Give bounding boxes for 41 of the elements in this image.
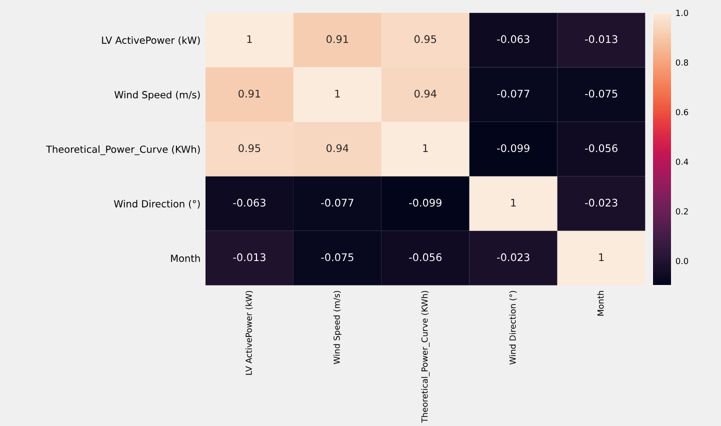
data-label: -0.063	[497, 35, 530, 44]
x-tick-label: LV ActivePower (kW)	[245, 290, 253, 375]
data-label: -0.013	[585, 35, 618, 44]
data-label: -0.075	[321, 253, 354, 262]
color-bar-label: 1.0	[676, 10, 688, 16]
data-label: -0.056	[409, 253, 442, 262]
data-label: 0.91	[238, 90, 260, 98]
y-tick-label: Wind Speed (m/s)	[114, 90, 200, 100]
data-label: 1	[335, 90, 340, 98]
y-tick-label: Month	[171, 254, 200, 262]
data-label: -0.099	[497, 144, 530, 152]
y-tick-label: Wind Direction (°)	[114, 200, 200, 209]
data-label: 0.94	[326, 144, 348, 152]
data-label: 0.95	[238, 144, 260, 152]
color-bar-label: 0.4	[676, 158, 688, 165]
x-tick-label: Wind Speed (m/s)	[333, 291, 342, 364]
data-label: 0.95	[414, 35, 436, 44]
data-label: 1	[247, 35, 252, 43]
y-tick-label: LV ActivePower (kW)	[102, 36, 200, 46]
data-label: -0.056	[585, 144, 618, 152]
data-label: -0.023	[497, 253, 530, 262]
data-label: -0.063	[233, 198, 266, 207]
data-label: -0.013	[233, 253, 266, 262]
color-bar-label: 0.2	[676, 208, 688, 215]
color-bar-label: 0.6	[676, 108, 688, 116]
data-label: 1	[511, 198, 516, 206]
data-label: -0.077	[497, 90, 530, 98]
y-tick-label: Theoretical_Power_Curve (KWh)	[46, 145, 200, 156]
data-label: 1	[599, 253, 604, 262]
data-label: 1	[423, 144, 428, 152]
x-tick-label: Month	[597, 290, 604, 316]
data-label: -0.077	[321, 198, 354, 207]
data-label: -0.099	[409, 198, 442, 207]
x-tick-label: Wind Direction (°)	[509, 290, 517, 365]
data-label: -0.075	[585, 90, 618, 98]
data-label: 0.94	[414, 90, 436, 98]
color-bar-label: 0.0	[676, 258, 688, 264]
data-label: 0.91	[326, 35, 348, 44]
x-tick-label: Theoretical_Power_Curve (KWh)	[421, 291, 430, 423]
color-bar-label: 0.8	[676, 59, 688, 66]
data-label: -0.023	[585, 198, 618, 207]
